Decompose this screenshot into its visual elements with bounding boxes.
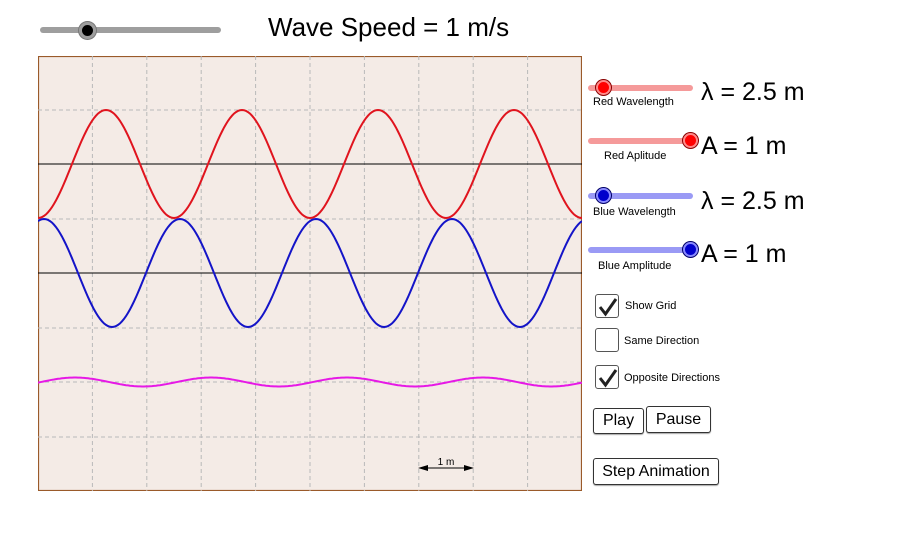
blue-wavelength-label: Blue Wavelength (593, 206, 676, 218)
opposite-directions-checkbox[interactable] (595, 365, 619, 389)
checkmark-icon (598, 298, 618, 317)
opposite-directions-label: Opposite Directions (624, 372, 720, 384)
checkmark-icon (598, 369, 618, 388)
blue-amplitude-label: Blue Amplitude (598, 260, 672, 272)
step-animation-button[interactable]: Step Animation (593, 458, 719, 485)
resultant-wave (38, 376, 582, 388)
blue-wave (38, 217, 582, 329)
scale-bar: 1 m (418, 457, 474, 471)
wave-speed-label: Wave Speed = 1 m/s (268, 12, 510, 42)
red-wavelength-slider-track[interactable] (588, 85, 693, 91)
red-amplitude-value: A = 1 m (701, 132, 787, 160)
blue-amplitude-slider-track[interactable] (588, 247, 693, 253)
same-direction-label: Same Direction (624, 335, 700, 347)
blue-wavelength-value: λ = 2.5 m (701, 187, 805, 215)
scale-bar-label: 1 m (438, 457, 455, 468)
blue-amplitude-slider-knob[interactable] (683, 242, 698, 257)
wave-plot: 1 m (38, 56, 582, 491)
red-amplitude-slider-track[interactable] (588, 138, 693, 144)
red-wavelength-label: Red Wavelength (593, 96, 674, 108)
blue-wavelength-slider-knob[interactable] (596, 188, 611, 203)
play-button[interactable]: Play (593, 408, 644, 434)
blue-amplitude-value: A = 1 m (701, 240, 787, 268)
show-grid-checkbox[interactable] (595, 294, 619, 318)
wave-speed-slider-track[interactable] (40, 27, 221, 33)
wave-speed-slider-knob[interactable] (79, 22, 96, 39)
same-direction-checkbox[interactable] (595, 328, 619, 352)
show-grid-label: Show Grid (625, 300, 677, 312)
red-wave (38, 108, 582, 220)
red-wavelength-slider-knob[interactable] (596, 80, 611, 95)
red-amplitude-slider-knob[interactable] (683, 133, 698, 148)
pause-button[interactable]: Pause (646, 406, 711, 433)
red-amplitude-label: Red Aplitude (604, 150, 667, 162)
red-wavelength-value: λ = 2.5 m (701, 78, 805, 106)
blue-wavelength-slider-track[interactable] (588, 193, 693, 199)
